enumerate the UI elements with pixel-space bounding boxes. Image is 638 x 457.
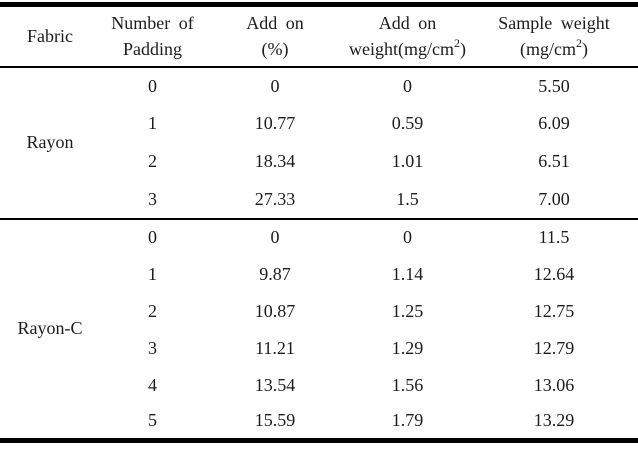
- table-header: Fabric Number of Padding Add on (%) Add …: [0, 5, 638, 67]
- table-row: 4 13.54 1.56 13.06: [0, 367, 638, 404]
- header-padding-line1: Number of: [111, 13, 194, 34]
- cell-padding: 5: [148, 410, 157, 431]
- cell-addon-pct: 0: [270, 227, 280, 247]
- cell-sample-weight: 6.51: [538, 151, 570, 171]
- header-fabric-label: Fabric: [27, 26, 73, 47]
- cell-padding: 0: [148, 75, 157, 96]
- cell-padding: 4: [148, 374, 157, 395]
- cell-addon-pct: 18.34: [254, 151, 296, 171]
- cell-padding: 1: [148, 263, 157, 284]
- cell-sample-weight: 6.09: [538, 113, 570, 133]
- cell-sample-weight: 12.79: [533, 337, 575, 358]
- cell-padding: 2: [148, 151, 157, 171]
- header-sample-weight-line1: Sample weight: [498, 13, 610, 34]
- cell-addon-weight: 1.5: [396, 188, 419, 209]
- cell-padding: 3: [148, 188, 157, 209]
- header-number-of-padding: Number of Padding: [100, 5, 205, 67]
- table-row: 3 27.33 1.5 7.00: [0, 181, 638, 219]
- cell-sample-weight: 5.50: [538, 75, 570, 96]
- cell-addon-weight: 1.25: [391, 300, 424, 321]
- table-row: 3 11.21 1.29 12.79: [0, 330, 638, 367]
- header-addon-weight-unit: weight(mg/cm: [349, 39, 454, 60]
- header-row: Fabric Number of Padding Add on (%) Add …: [0, 5, 638, 67]
- cell-padding: 0: [148, 227, 157, 247]
- cell-addon-weight: 0: [403, 75, 412, 96]
- table-row: 2 10.87 1.25 12.75: [0, 293, 638, 330]
- header-sample-weight-unit: (mg/cm: [520, 39, 576, 60]
- cell-sample-weight: 13.06: [533, 374, 575, 395]
- cell-sample-weight: 7.00: [538, 188, 570, 209]
- header-addon-weight-unit-close: ): [459, 39, 466, 60]
- group-rayon-c: Rayon-C 0 0 0 11.5 1 9.87 1.14 12.64 2 1…: [0, 219, 638, 441]
- superscript-two: 2: [453, 36, 460, 51]
- cell-addon-pct: 15.59: [254, 410, 296, 431]
- cell-addon-pct: 10.77: [254, 113, 296, 133]
- header-addon-percent-line2: (%): [261, 39, 289, 60]
- cell-sample-weight: 12.64: [533, 263, 575, 284]
- cell-addon-pct: 11.21: [255, 337, 295, 358]
- header-sample-weight-line2: (mg/cm2): [470, 36, 638, 62]
- cell-addon-pct: 10.87: [254, 300, 296, 321]
- fabric-padding-table: Fabric Number of Padding Add on (%) Add …: [0, 2, 638, 443]
- table-row: 1 10.77 0.59 6.09: [0, 105, 638, 143]
- header-addon-weight-line2: weight(mg/cm2): [345, 36, 470, 62]
- table-row: Rayon 0 0 0 5.50: [0, 67, 638, 153]
- superscript-two: 2: [576, 36, 582, 51]
- group-rayon: Rayon 0 0 0 5.50 1 10.77 0.59 6.09 2 18.…: [0, 67, 638, 219]
- cell-addon-pct: 27.33: [254, 188, 296, 209]
- cell-addon-weight: 1.01: [391, 151, 424, 171]
- cell-sample-weight: 11.5: [538, 227, 570, 247]
- cell-addon-weight: 0.59: [391, 113, 424, 133]
- header-addon-percent-line1: Add on: [246, 13, 304, 34]
- cell-addon-weight: 0: [403, 227, 412, 247]
- table-row: 2 18.34 1.01 6.51: [0, 143, 638, 181]
- cell-padding: 3: [148, 337, 157, 358]
- cell-addon-weight: 1.56: [391, 374, 424, 395]
- table-row: 1 9.87 1.14 12.64: [0, 256, 638, 293]
- cell-addon-weight: 1.14: [391, 263, 424, 284]
- table-row: Rayon-C 0 0 0 11.5: [0, 219, 638, 338]
- cell-addon-pct: 9.87: [259, 263, 291, 284]
- header-padding-line2: Padding: [122, 39, 182, 60]
- header-sample-weight-unit-close: ): [582, 39, 588, 60]
- header-sample-weight: Sample weight (mg/cm2): [470, 5, 638, 67]
- cell-sample-weight: 12.75: [533, 300, 575, 321]
- cell-addon-pct: 13.54: [254, 374, 296, 395]
- cell-sample-weight: 13.29: [533, 410, 575, 431]
- cell-addon-pct: 0: [270, 75, 280, 96]
- table-row: 5 15.59 1.79 13.29: [0, 404, 638, 441]
- fabric-group-label: Rayon: [26, 132, 74, 152]
- cell-padding: 1: [148, 113, 157, 133]
- fabric-group-label: Rayon-C: [17, 318, 83, 339]
- cell-addon-weight: 1.29: [391, 337, 424, 358]
- header-fabric: Fabric: [0, 5, 100, 67]
- header-addon-weight-line1: Add on: [378, 13, 437, 34]
- header-addon-percent: Add on (%): [205, 5, 345, 67]
- header-addon-weight: Add on weight(mg/cm2): [345, 5, 470, 67]
- cell-addon-weight: 1.79: [391, 410, 424, 431]
- cell-padding: 2: [148, 300, 157, 321]
